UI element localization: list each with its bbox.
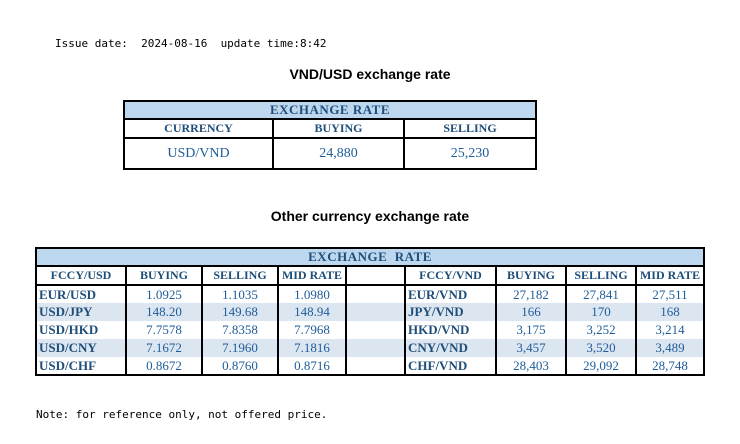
column-header-selling: SELLING (201, 266, 279, 286)
table-row: USD/VND 24,880 25,230 (123, 137, 538, 170)
selling-value: 25,230 (402, 137, 538, 170)
note-line: Note: for reference only, not offered pr… (36, 408, 328, 421)
column-header-fccy-vnd: FCCY/VND (404, 266, 497, 286)
table-row: USD/CNY 7.1672 7.1960 7.1816 CNY/VND 3,4… (35, 339, 706, 357)
other-currency-rate-table: EXCHANGE RATE FCCY/USD BUYING SELLING MI… (34, 247, 706, 376)
table-row: USD/HKD 7.7578 7.8358 7.7968 HKD/VND 3,1… (35, 321, 706, 339)
buying-value: 166 (495, 303, 567, 321)
mid-rate-value: 1.0980 (277, 285, 347, 303)
buying-value: 7.7578 (125, 321, 203, 339)
spacer-cell (345, 285, 406, 303)
mid-rate-value: 148.94 (277, 303, 347, 321)
buying-value: 3,175 (495, 321, 567, 339)
buying-value: 28,403 (495, 357, 567, 375)
currency-pair: USD/HKD (35, 321, 127, 339)
other-table-heading: Other currency exchange rate (270, 208, 470, 224)
table-title-row: EXCHANGE RATE (122, 100, 538, 120)
column-header-mid-rate: MID RATE (634, 266, 706, 286)
spacer-cell (345, 321, 406, 339)
mid-rate-value: 7.7968 (277, 321, 347, 339)
table-row: EUR/USD 1.0925 1.1035 1.0980 EUR/VND 27,… (35, 285, 706, 303)
column-header-currency: CURRENCY (123, 118, 274, 139)
spacer-cell (345, 339, 406, 357)
selling-value: 3,520 (565, 339, 637, 357)
table-row: USD/JPY 148.20 149.68 148.94 JPY/VND 166… (35, 303, 706, 321)
selling-value: 149.68 (201, 303, 279, 321)
buying-value: 1.0925 (125, 285, 203, 303)
column-header-mid-rate: MID RATE (277, 266, 347, 286)
currency-pair: CHF/VND (404, 357, 497, 375)
currency-pair: USD/VND (123, 137, 274, 170)
usd-table-heading: VND/USD exchange rate (289, 66, 451, 82)
column-header-buying: BUYING (272, 118, 405, 139)
table-row: USD/CHF 0.8672 0.8760 0.8716 CHF/VND 28,… (35, 357, 706, 375)
column-header-selling: SELLING (402, 118, 538, 139)
currency-pair: USD/CNY (35, 339, 127, 357)
selling-value: 29,092 (565, 357, 637, 375)
buying-value: 148.20 (125, 303, 203, 321)
mid-rate-value: 7.1816 (277, 339, 347, 357)
currency-pair: CNY/VND (404, 339, 497, 357)
issue-date-line: Issue date: 2024-08-16 update time:8:42 (55, 37, 327, 50)
currency-pair: USD/JPY (35, 303, 127, 321)
buying-value: 7.1672 (125, 339, 203, 357)
usd-vnd-rate-table: EXCHANGE RATE CURRENCY BUYING SELLING US… (122, 100, 538, 170)
currency-pair: JPY/VND (404, 303, 497, 321)
column-header-buying: BUYING (495, 266, 567, 286)
spacer-cell (345, 266, 406, 286)
column-header-fccy-usd: FCCY/USD (35, 266, 127, 286)
selling-value: 7.8358 (201, 321, 279, 339)
spacer-cell (345, 357, 406, 375)
selling-value: 170 (565, 303, 637, 321)
selling-value: 27,841 (565, 285, 637, 303)
mid-rate-value: 28,748 (634, 357, 706, 375)
table-title: EXCHANGE RATE (122, 100, 538, 120)
mid-rate-value: 168 (634, 303, 706, 321)
mid-rate-value: 3,489 (634, 339, 706, 357)
buying-value: 27,182 (495, 285, 567, 303)
selling-value: 1.1035 (201, 285, 279, 303)
currency-pair: HKD/VND (404, 321, 497, 339)
mid-rate-value: 27,511 (634, 285, 706, 303)
table-header-row: CURRENCY BUYING SELLING (123, 118, 538, 139)
table-title: EXCHANGE RATE (34, 248, 706, 267)
buying-value: 0.8672 (125, 357, 203, 375)
currency-pair: USD/CHF (35, 357, 127, 375)
selling-value: 3,252 (565, 321, 637, 339)
selling-value: 0.8760 (201, 357, 279, 375)
buying-value: 3,457 (495, 339, 567, 357)
currency-pair: EUR/USD (35, 285, 127, 303)
table-header-row: FCCY/USD BUYING SELLING MID RATE FCCY/VN… (35, 266, 706, 286)
selling-value: 7.1960 (201, 339, 279, 357)
table-title-row: EXCHANGE RATE (34, 248, 706, 267)
currency-pair: EUR/VND (404, 285, 497, 303)
mid-rate-value: 0.8716 (277, 357, 347, 375)
column-header-buying: BUYING (125, 266, 203, 286)
mid-rate-value: 3,214 (634, 321, 706, 339)
column-header-selling: SELLING (565, 266, 637, 286)
spacer-cell (345, 303, 406, 321)
buying-value: 24,880 (272, 137, 405, 170)
